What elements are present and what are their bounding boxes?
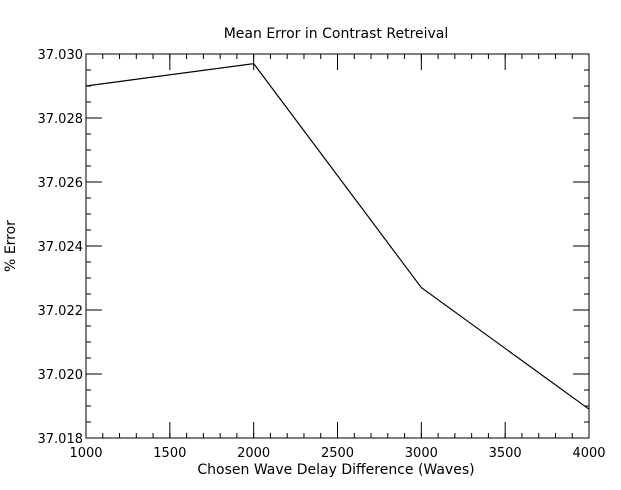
y-tick-label: 37.022 [38, 304, 84, 319]
series-line [85, 62, 590, 410]
y-axis-title: % Error [3, 220, 19, 272]
x-tick-label: 1000 [69, 446, 102, 461]
chart-title: Mean Error in Contrast Retreival [224, 26, 449, 42]
plot-frame [85, 53, 590, 439]
y-tick-label: 37.028 [38, 112, 84, 127]
x-axis-title: Chosen Wave Delay Difference (Waves) [197, 462, 474, 478]
series-layer [85, 62, 590, 410]
y-tick-label: 37.018 [38, 432, 84, 447]
x-tick-label: 2500 [321, 446, 354, 461]
y-tick-labels: 37.018 37.020 37.022 37.024 37.026 37.028 37.0… [38, 48, 84, 447]
y-tick-label: 37.024 [38, 240, 84, 255]
x-tick-label: 3000 [405, 446, 438, 461]
x-tick-label: 3500 [489, 446, 522, 461]
x-tick-label: 2000 [237, 446, 270, 461]
y-tick-label: 37.020 [38, 368, 84, 383]
y-tick-label: 37.026 [38, 176, 84, 191]
x-tick-label: 1500 [153, 446, 186, 461]
y-tick-label: 37.030 [38, 48, 84, 63]
x-tick-labels: 1000 1500 2000 2500 3000 3500 4000 [69, 446, 605, 461]
x-tick-label: 4000 [572, 446, 605, 461]
